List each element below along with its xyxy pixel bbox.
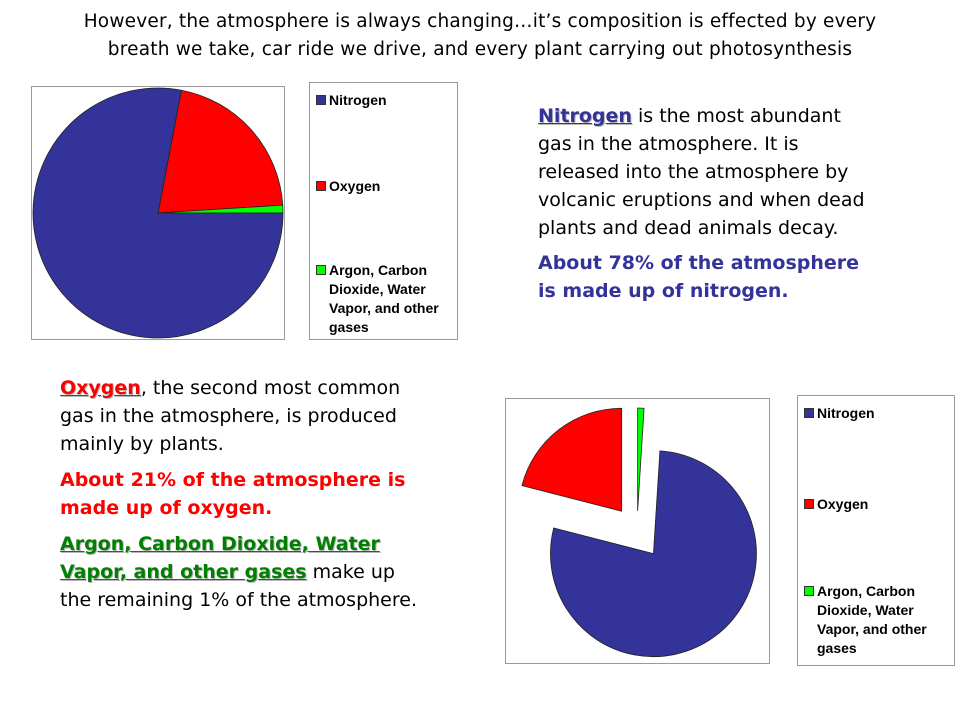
nitrogen-line-4: volcanic eruptions and when dead — [538, 189, 865, 211]
legend-2-item-nitrogen: Nitrogen — [804, 404, 947, 423]
header-line-2: breath we take, car ride we drive, and e… — [107, 39, 853, 60]
oxygen-para: Oxygen, the second most common gas in th… — [60, 374, 490, 458]
oxygen-line-2: gas in the atmosphere, is produced — [60, 405, 397, 427]
legend-other-line-3: Vapor, and other — [329, 300, 439, 316]
oxygen-line-1: , the second most common — [140, 377, 401, 399]
oxygen-fact-line-1: About 21% of the atmosphere is — [60, 469, 406, 491]
legend-2-swatch-oxygen — [804, 499, 814, 509]
legend-2-item-other: Argon, Carbon Dioxide, Water Vapor, and … — [804, 582, 947, 658]
other-gases-heading-line-2: Vapor, and other gases — [60, 561, 307, 583]
oxygen-fact-line-2: made up of oxygen. — [60, 497, 273, 519]
other-gases-heading-line-1: Argon, Carbon Dioxide, Water — [60, 533, 380, 555]
slide-header: However, the atmosphere is always changi… — [0, 8, 960, 64]
header-line-1: However, the atmosphere is always changi… — [83, 11, 877, 32]
pie-slice-oxygen — [157, 89, 284, 214]
pie-chart-1-frame — [31, 86, 285, 340]
nitrogen-fact: About 78% of the atmosphere is made up o… — [538, 249, 938, 305]
pie-chart-2-legend: Nitrogen Oxygen Argon, Carbon Dioxide, W… — [797, 395, 955, 666]
legend-1-item-nitrogen: Nitrogen — [316, 91, 459, 110]
pie-slice-nitrogen — [550, 450, 757, 658]
legend-other-line-1: Argon, Carbon — [329, 262, 427, 278]
legend-2-swatch-other — [804, 586, 814, 596]
other-gases-line-2: the remaining 1% of the atmosphere. — [60, 589, 417, 611]
legend-2-other-line-1: Argon, Carbon — [817, 583, 915, 599]
oxygen-description: Oxygen, the second most common gas in th… — [60, 374, 490, 614]
legend-other-line-2: Dioxide, Water — [329, 281, 426, 297]
legend-2-other-line-2: Dioxide, Water — [817, 602, 914, 618]
legend-2-swatch-nitrogen — [804, 408, 814, 418]
legend-2-other-line-3: Vapor, and other — [817, 621, 927, 637]
legend-2-label-oxygen: Oxygen — [817, 496, 869, 512]
pie-chart-1 — [32, 87, 284, 339]
nitrogen-heading: Nitrogen — [538, 105, 632, 127]
legend-label-other: Argon, Carbon Dioxide, Water Vapor, and … — [329, 261, 459, 337]
pie-chart-1-legend: Nitrogen Oxygen Argon, Carbon Dioxide, W… — [309, 82, 458, 340]
nitrogen-fact-line-1: About 78% of the atmosphere — [538, 252, 860, 274]
pie-chart-2 — [521, 407, 757, 658]
other-gases-para: Argon, Carbon Dioxide, Water Vapor, and … — [60, 530, 490, 614]
oxygen-line-3: mainly by plants. — [60, 433, 224, 455]
legend-swatch-other — [316, 265, 326, 275]
nitrogen-para: Nitrogen is the most abundant gas in the… — [538, 102, 938, 242]
nitrogen-line-3: released into the atmosphere by — [538, 161, 849, 183]
other-gases-line-1: make up — [306, 561, 395, 583]
pie-slice-other — [637, 407, 645, 512]
pie-slice-oxygen — [521, 407, 623, 512]
legend-label-oxygen: Oxygen — [329, 178, 381, 194]
nitrogen-fact-line-2: is made up of nitrogen. — [538, 280, 789, 302]
oxygen-fact: About 21% of the atmosphere is made up o… — [60, 466, 490, 522]
pie-slice-nitrogen — [32, 87, 284, 339]
legend-2-item-oxygen: Oxygen — [804, 495, 947, 514]
legend-1-item-oxygen: Oxygen — [316, 177, 459, 196]
legend-2-label-nitrogen: Nitrogen — [817, 405, 875, 421]
oxygen-heading: Oxygen — [60, 377, 141, 399]
legend-1-item-other: Argon, Carbon Dioxide, Water Vapor, and … — [316, 261, 459, 337]
legend-2-label-other: Argon, Carbon Dioxide, Water Vapor, and … — [817, 582, 947, 658]
legend-swatch-nitrogen — [316, 95, 326, 105]
nitrogen-line-5: plants and dead animals decay. — [538, 217, 839, 239]
legend-2-other-line-4: gases — [817, 640, 857, 656]
nitrogen-line-2: gas in the atmosphere. It is — [538, 133, 799, 155]
legend-other-line-4: gases — [329, 319, 369, 335]
nitrogen-description: Nitrogen is the most abundant gas in the… — [538, 102, 938, 305]
pie-chart-2-frame — [505, 398, 770, 664]
nitrogen-line-1: is the most abundant — [631, 105, 841, 127]
legend-label-nitrogen: Nitrogen — [329, 92, 387, 108]
legend-swatch-oxygen — [316, 181, 326, 191]
